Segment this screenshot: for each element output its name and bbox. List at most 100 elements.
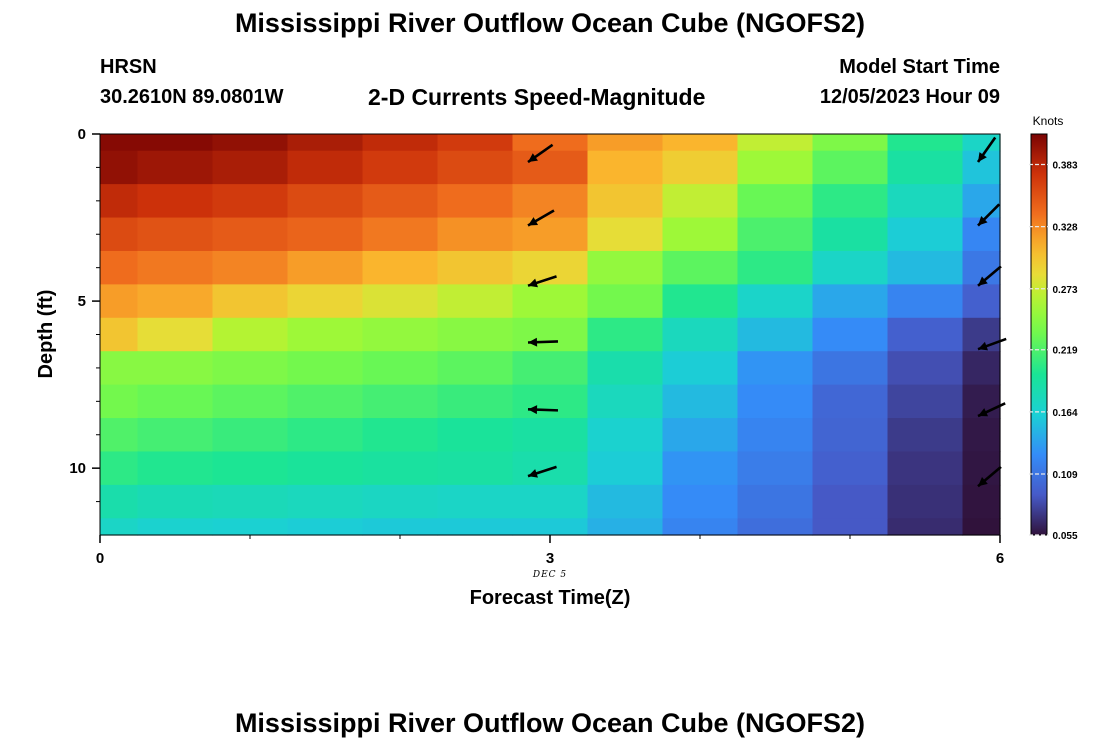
heatmap-cell bbox=[100, 351, 139, 386]
heatmap-cell bbox=[812, 250, 889, 285]
vector-head bbox=[978, 476, 988, 487]
heatmap-cell bbox=[437, 134, 514, 152]
heatmap-cell bbox=[437, 484, 514, 519]
heatmap-cell bbox=[100, 134, 139, 152]
heatmap-cell bbox=[212, 351, 289, 386]
heatmap-cell bbox=[437, 451, 514, 486]
axes: 0 3 6 0 5 10 bbox=[69, 126, 1004, 567]
vector-head bbox=[978, 215, 988, 226]
heatmap-cell bbox=[737, 317, 814, 352]
heatmap-cell bbox=[437, 184, 514, 219]
vector-head bbox=[528, 469, 538, 478]
heatmap-cell bbox=[662, 518, 739, 536]
heatmap-cell bbox=[137, 451, 214, 486]
heatmap-cell bbox=[100, 184, 139, 219]
heatmap-cell bbox=[362, 518, 439, 536]
vector-head bbox=[528, 217, 539, 226]
heatmap-cell bbox=[587, 418, 664, 453]
heatmap-cell bbox=[587, 250, 664, 285]
x-tick-label: 6 bbox=[996, 550, 1004, 567]
heatmap-cell bbox=[287, 217, 364, 252]
heatmap-cell bbox=[512, 418, 589, 453]
heatmap-cell bbox=[662, 284, 739, 319]
heatmap-cell bbox=[100, 518, 139, 536]
heatmap-cell bbox=[887, 284, 964, 319]
heatmap-cell bbox=[100, 150, 139, 185]
heatmap-cell bbox=[287, 150, 364, 185]
station-name: HRSN bbox=[100, 56, 157, 78]
heatmap-cell bbox=[587, 384, 664, 419]
heatmap-cell bbox=[437, 351, 514, 386]
y-tick-label: 5 bbox=[78, 293, 86, 310]
heatmap-cell bbox=[587, 217, 664, 252]
heatmap-cell bbox=[887, 184, 964, 219]
heatmap-cell bbox=[962, 418, 1001, 453]
heatmap-cell bbox=[512, 317, 589, 352]
heatmap-cell bbox=[587, 284, 664, 319]
colorbar-tick-label: 0.383 bbox=[1052, 160, 1077, 171]
heatmap-cell bbox=[812, 217, 889, 252]
heatmap-cell bbox=[437, 217, 514, 252]
heatmap-cell bbox=[287, 351, 364, 386]
heatmap-cell bbox=[437, 384, 514, 419]
colorbar-tick-label: 0.273 bbox=[1052, 285, 1077, 296]
heatmap-cell bbox=[962, 184, 1001, 219]
heatmap-cell bbox=[812, 134, 889, 152]
heatmap-cell bbox=[137, 150, 214, 185]
heatmap-cell bbox=[812, 418, 889, 453]
heatmap-cell bbox=[287, 284, 364, 319]
heatmap-cell bbox=[212, 317, 289, 352]
heatmap-cell bbox=[887, 317, 964, 352]
heatmap-cell bbox=[587, 451, 664, 486]
heatmap-cell bbox=[662, 150, 739, 185]
heatmap-cell bbox=[362, 217, 439, 252]
heatmap-cell bbox=[812, 518, 889, 536]
model-start-label: Model Start Time bbox=[839, 56, 1000, 78]
colorbar-scale bbox=[1030, 133, 1048, 536]
heatmap-cell bbox=[662, 250, 739, 285]
chart-title: Mississippi River Outflow Ocean Cube (NG… bbox=[234, 8, 866, 38]
heatmap-cell bbox=[362, 351, 439, 386]
heatmap-cell bbox=[212, 518, 289, 536]
heatmap-cell bbox=[137, 418, 214, 453]
heatmap-cell bbox=[362, 317, 439, 352]
heatmap-cell bbox=[100, 451, 139, 486]
colorbar-tick-label: 0.328 bbox=[1052, 223, 1077, 234]
heatmap-cell bbox=[812, 150, 889, 185]
heatmap-cell bbox=[437, 518, 514, 536]
heatmap-cell bbox=[962, 284, 1001, 319]
heatmap-cell bbox=[737, 518, 814, 536]
heatmap-cell bbox=[212, 418, 289, 453]
heatmap-cell bbox=[587, 518, 664, 536]
heatmap-cell bbox=[212, 484, 289, 519]
heatmap-cell bbox=[100, 217, 139, 252]
x-axis-label: Forecast Time(Z) bbox=[470, 587, 631, 609]
heatmap-cells bbox=[100, 134, 1001, 536]
heatmap-cell bbox=[887, 384, 964, 419]
heatmap-cell bbox=[737, 418, 814, 453]
heatmap-cell bbox=[662, 317, 739, 352]
heatmap-cell bbox=[212, 384, 289, 419]
heatmap-cell bbox=[887, 217, 964, 252]
heatmap-cell bbox=[662, 384, 739, 419]
heatmap-cell bbox=[100, 250, 139, 285]
heatmap-cell bbox=[362, 484, 439, 519]
x-tick-label: 0 bbox=[96, 550, 104, 567]
date-annotation: DEC 5 bbox=[532, 570, 567, 580]
heatmap-cell bbox=[812, 184, 889, 219]
heatmap-cell bbox=[662, 351, 739, 386]
heatmap-cell bbox=[100, 484, 139, 519]
heatmap-cell bbox=[887, 134, 964, 152]
heatmap-cell bbox=[362, 384, 439, 419]
heatmap-cell bbox=[100, 317, 139, 352]
heatmap-cell bbox=[212, 451, 289, 486]
heatmap-cell bbox=[587, 150, 664, 185]
heatmap-cell bbox=[887, 250, 964, 285]
heatmap-cell bbox=[662, 418, 739, 453]
station-coordinates: 30.2610N 89.0801W bbox=[100, 86, 284, 108]
heatmap-cell bbox=[812, 284, 889, 319]
colorbar-tick-label: 0.164 bbox=[1052, 408, 1077, 419]
heatmap-cell bbox=[887, 451, 964, 486]
vector-head bbox=[528, 405, 538, 415]
heatmap-cell bbox=[287, 184, 364, 219]
